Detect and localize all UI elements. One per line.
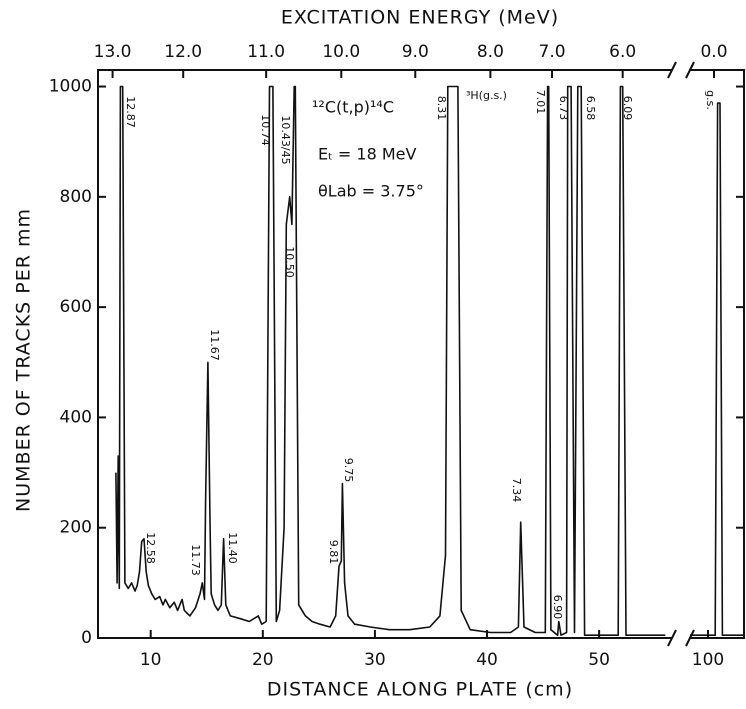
x2-axis-title: EXCITATION ENERGY (MeV)	[281, 7, 559, 29]
reaction-label: θLab = 3.75°	[318, 182, 424, 201]
peak-label: 6.09	[621, 96, 634, 121]
peak-label: 12.87	[124, 96, 137, 128]
peak-label: 11.73	[189, 544, 202, 576]
x2-tick-label: 12.0	[164, 42, 202, 62]
axis-break	[667, 629, 695, 647]
x2-tick-label: 10.0	[322, 42, 360, 62]
peak-label: 9.81	[327, 540, 340, 565]
x2-tick-label: 9.0	[402, 42, 429, 62]
peak-label: g.s.	[704, 90, 717, 110]
peak-label: 12.58	[144, 532, 157, 564]
peak-label: 11.40	[226, 532, 239, 564]
x2-tick-label: 7.0	[539, 42, 566, 62]
x2-tick-label: 0.0	[700, 42, 727, 62]
peak-label: 9.75	[342, 458, 355, 483]
y-tick-label: 200	[60, 518, 92, 538]
y-tick-label: 0	[81, 628, 92, 648]
peak-label: 6.58	[584, 96, 597, 121]
y-axis-title: NUMBER OF TRACKS PER mm	[13, 208, 35, 512]
peak-label: 10.43/45	[279, 115, 292, 164]
x-tick-label: 50	[588, 650, 610, 670]
peak-label: 7.34	[510, 478, 523, 503]
x2-tick-label: 13.0	[94, 42, 132, 62]
y-tick-label: 1000	[49, 77, 92, 97]
x-tick-label: 100	[692, 650, 724, 670]
peak-label: ³H(g.s.)	[466, 89, 507, 102]
x2-tick-label: 11.0	[247, 42, 285, 62]
axis-break	[667, 61, 695, 79]
y-tick-label: 600	[60, 297, 92, 317]
y-tick-label: 800	[60, 187, 92, 207]
x-tick-label: 30	[364, 650, 386, 670]
reaction-label: Eₜ = 18 MeV	[318, 145, 417, 164]
peak-label: 8.31	[435, 96, 448, 121]
peak-label: 10.74	[259, 114, 272, 146]
peak-label: 7.01	[534, 90, 547, 115]
reaction-label: ¹²C(t,p)¹⁴C	[312, 98, 394, 117]
axis-frame	[97, 69, 745, 639]
peak-label: 11.67	[208, 329, 221, 361]
x-tick-label: 10	[140, 650, 162, 670]
x-tick-label: 20	[252, 650, 274, 670]
peak-label: 6.90	[551, 595, 564, 620]
y-tick-label: 400	[60, 407, 92, 427]
x-axis-title: DISTANCE ALONG PLATE (cm)	[267, 679, 573, 701]
spectrum-line	[115, 85, 744, 636]
x2-tick-label: 8.0	[477, 42, 504, 62]
x-tick-label: 40	[476, 650, 498, 670]
peak-label: 6.73	[557, 96, 570, 121]
peak-label: 10.50	[283, 246, 296, 278]
x2-tick-label: 6.0	[609, 42, 636, 62]
